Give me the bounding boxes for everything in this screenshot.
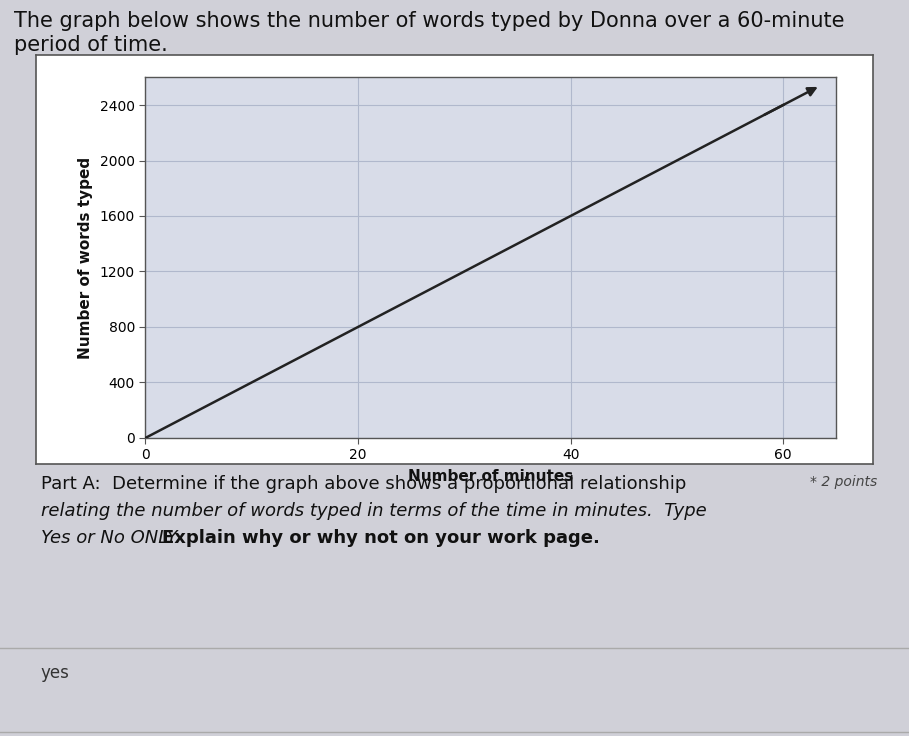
Text: period of time.: period of time. xyxy=(14,35,167,55)
Y-axis label: Number of words typed: Number of words typed xyxy=(78,157,93,358)
Text: * 2 points: * 2 points xyxy=(810,475,877,489)
X-axis label: Number of minutes: Number of minutes xyxy=(408,470,574,484)
Text: Part A:  Determine if the graph above shows a proportional relationship: Part A: Determine if the graph above sho… xyxy=(41,475,686,492)
Text: Explain why or why not on your work page.: Explain why or why not on your work page… xyxy=(162,529,600,547)
Text: Yes or No ONLY.: Yes or No ONLY. xyxy=(41,529,193,547)
Text: relating the number of words typed in terms of the time in minutes.  Type: relating the number of words typed in te… xyxy=(41,502,706,520)
Text: The graph below shows the number of words typed by Donna over a 60-minute: The graph below shows the number of word… xyxy=(14,11,844,31)
Text: yes: yes xyxy=(41,664,70,682)
